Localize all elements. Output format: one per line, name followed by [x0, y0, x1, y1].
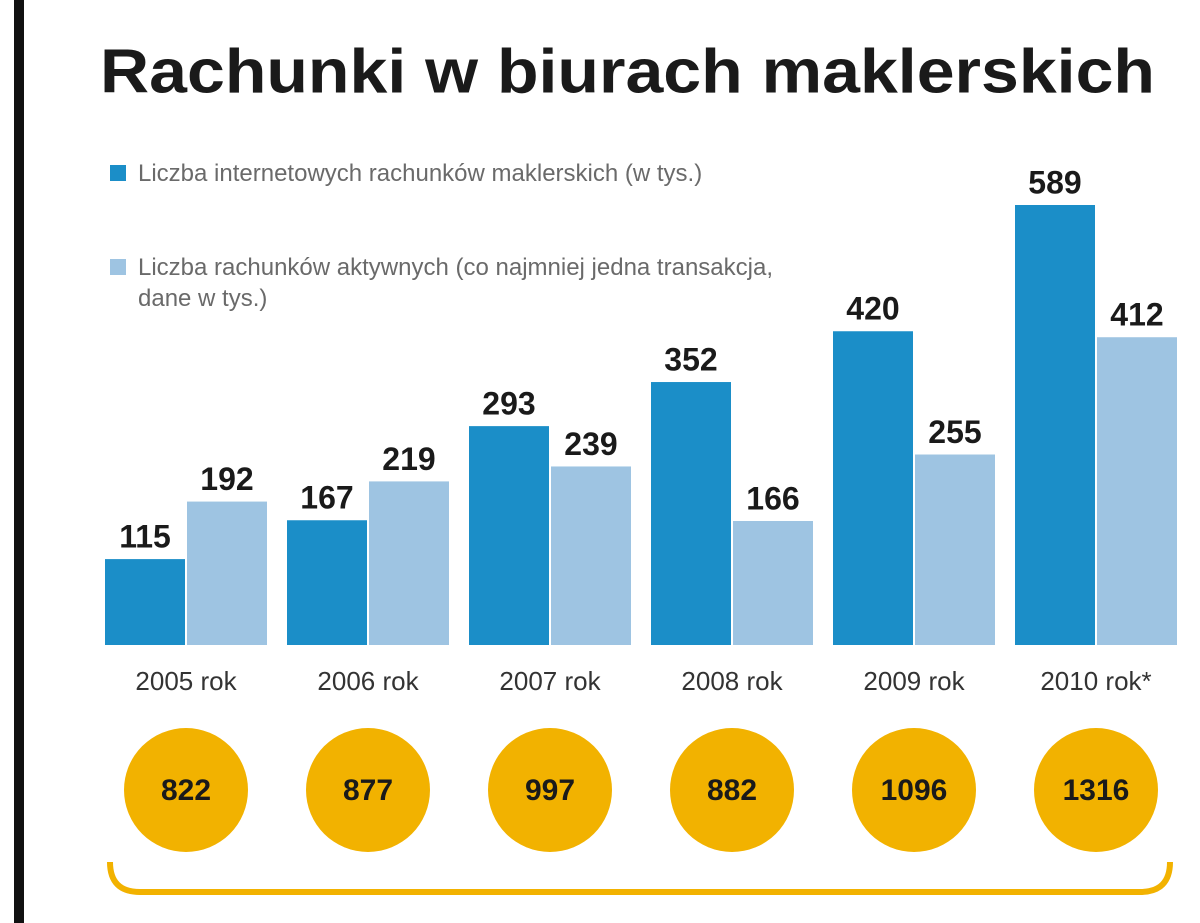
- x-tick-label: 2005 rok: [135, 666, 237, 696]
- total-circle: [852, 728, 976, 852]
- value-label: 293: [482, 386, 535, 422]
- chart-title: Rachunki w biurach maklerskich: [100, 37, 1155, 106]
- bar: [187, 501, 267, 645]
- total-label: 877: [343, 774, 393, 807]
- value-label: 115: [119, 519, 171, 555]
- bar: [733, 520, 813, 645]
- total-circle: [306, 728, 430, 852]
- value-label: 167: [300, 480, 353, 516]
- legend-swatch: [110, 165, 126, 181]
- value-label: 255: [928, 414, 981, 450]
- total-label: 822: [161, 774, 211, 807]
- bar: [469, 426, 549, 645]
- bar: [287, 520, 367, 645]
- bar: [369, 481, 449, 645]
- total-label: 1316: [1063, 774, 1130, 807]
- value-label: 219: [382, 441, 435, 477]
- bracket: [107, 861, 1173, 895]
- legend-item: Liczba rachunków aktywnych (co najmniej …: [110, 252, 830, 314]
- bar: [551, 466, 631, 645]
- value-label: 192: [200, 461, 253, 497]
- legend-label: Liczba rachunków aktywnych (co najmniej …: [138, 254, 773, 313]
- x-tick-label: 2006 rok: [317, 666, 419, 696]
- total-label: 1096: [881, 774, 948, 807]
- total-circle: [124, 728, 248, 852]
- bar: [1097, 337, 1177, 645]
- bar: [1015, 205, 1095, 645]
- total-label: 997: [525, 774, 575, 807]
- value-label: 420: [846, 291, 899, 327]
- value-label: 166: [746, 480, 799, 516]
- x-tick-label: 2010 rok*: [1040, 666, 1151, 696]
- total-circle: [488, 728, 612, 852]
- value-label: 352: [664, 341, 717, 377]
- total-circle: [670, 728, 794, 852]
- value-label: 589: [1028, 164, 1081, 200]
- value-label: 239: [564, 426, 617, 462]
- bar: [833, 331, 913, 645]
- bar: [915, 454, 995, 645]
- value-label: 412: [1110, 297, 1163, 333]
- x-tick-label: 2008 rok: [681, 666, 783, 696]
- side-rule: [14, 0, 24, 923]
- total-circle: [1034, 728, 1158, 852]
- bar: [105, 559, 185, 645]
- bar: [651, 382, 731, 645]
- x-tick-label: 2007 rok: [499, 666, 601, 696]
- legend-item: Liczba internetowych rachunków maklerski…: [110, 158, 830, 189]
- x-tick-label: 2009 rok: [863, 666, 965, 696]
- legend-swatch: [110, 259, 126, 275]
- legend-label: Liczba internetowych rachunków maklerski…: [138, 160, 703, 187]
- total-label: 882: [707, 774, 757, 807]
